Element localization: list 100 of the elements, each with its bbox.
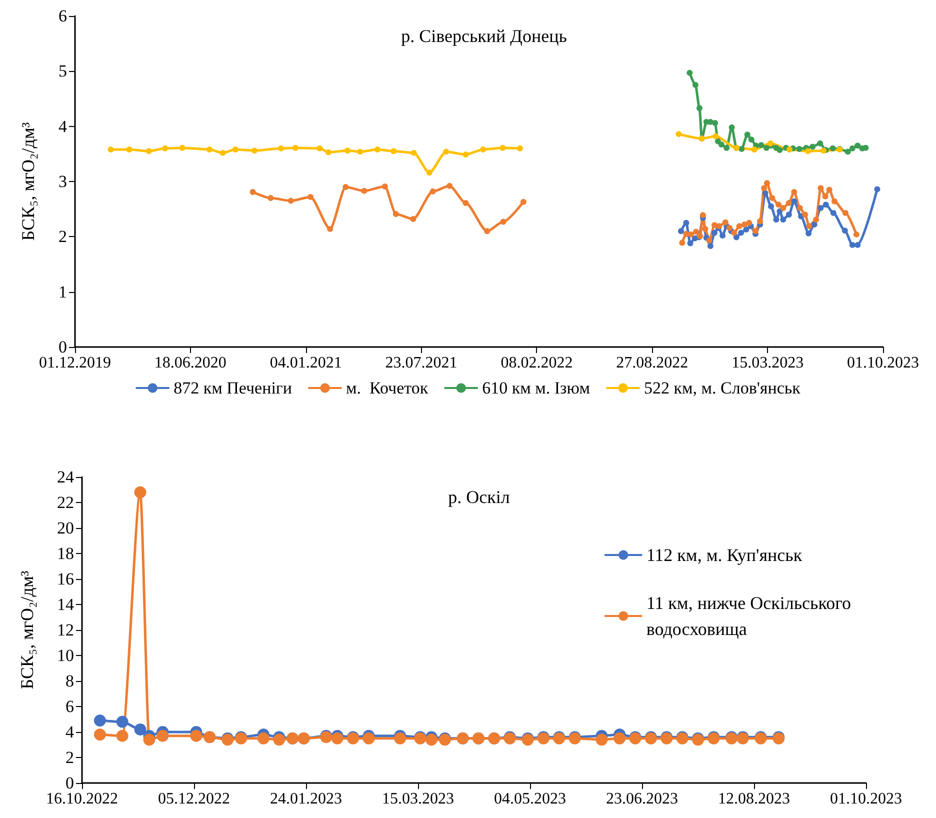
point bbox=[804, 148, 811, 154]
point bbox=[143, 734, 156, 746]
point bbox=[250, 188, 256, 195]
point bbox=[743, 226, 750, 232]
point bbox=[842, 228, 848, 234]
point bbox=[425, 734, 438, 746]
point bbox=[362, 732, 375, 744]
legend-label: м. Кочеток bbox=[346, 378, 429, 398]
point bbox=[854, 242, 861, 248]
point bbox=[830, 145, 836, 152]
legend-label: 11 км, нижче Оскільського водосховища bbox=[646, 593, 852, 639]
point bbox=[252, 148, 258, 154]
point bbox=[688, 231, 694, 238]
y-tick-label: 6 bbox=[66, 697, 74, 716]
point bbox=[146, 148, 152, 154]
y-tick-label: 1 bbox=[58, 282, 67, 302]
point bbox=[596, 734, 608, 746]
point bbox=[806, 223, 812, 230]
point bbox=[108, 146, 114, 152]
point bbox=[134, 486, 146, 498]
point bbox=[462, 200, 469, 206]
point bbox=[678, 228, 684, 234]
point bbox=[773, 216, 780, 223]
point bbox=[796, 204, 803, 211]
point bbox=[220, 150, 226, 156]
point bbox=[817, 140, 824, 146]
point bbox=[748, 136, 754, 143]
legend-label: 610 км м. Ізюм bbox=[482, 378, 590, 398]
point bbox=[316, 145, 323, 152]
point bbox=[791, 198, 798, 204]
point bbox=[757, 218, 764, 224]
point bbox=[687, 240, 694, 246]
point bbox=[826, 186, 832, 193]
point bbox=[764, 180, 770, 186]
point bbox=[853, 231, 860, 238]
point bbox=[731, 230, 738, 236]
point bbox=[780, 216, 786, 223]
point bbox=[446, 182, 453, 189]
point bbox=[796, 146, 802, 152]
point bbox=[344, 148, 350, 154]
point bbox=[780, 204, 786, 211]
point bbox=[776, 147, 783, 154]
point bbox=[126, 146, 132, 152]
point bbox=[810, 144, 816, 150]
y-tick-label: 22 bbox=[57, 493, 74, 512]
x-tick-label: 04.01.2021 bbox=[270, 354, 342, 372]
point bbox=[390, 148, 397, 154]
point bbox=[116, 730, 128, 742]
y-tick-label: 20 bbox=[57, 518, 74, 538]
point bbox=[94, 714, 106, 727]
point bbox=[822, 193, 828, 200]
point bbox=[307, 194, 314, 200]
y-tick-label: 2 bbox=[58, 227, 67, 246]
x-tick-label: 01.12.2019 bbox=[39, 354, 111, 372]
point bbox=[791, 188, 798, 195]
point bbox=[813, 216, 820, 223]
point bbox=[357, 148, 364, 155]
point bbox=[806, 230, 812, 236]
x-tick-label: 01.10.2023 bbox=[830, 790, 902, 808]
point bbox=[500, 218, 506, 225]
point bbox=[394, 732, 406, 744]
point bbox=[692, 82, 698, 88]
y-tick-label: 5 bbox=[58, 62, 67, 81]
point bbox=[746, 220, 752, 226]
point bbox=[842, 210, 848, 216]
point bbox=[134, 723, 146, 736]
point bbox=[724, 144, 730, 151]
point bbox=[292, 144, 298, 151]
y-tick-label: 4 bbox=[66, 722, 74, 742]
point bbox=[462, 151, 469, 158]
point bbox=[273, 734, 286, 746]
point bbox=[232, 146, 238, 152]
y-tick-label: 18 bbox=[57, 544, 74, 563]
y-tick-label: 2 bbox=[66, 748, 74, 767]
point bbox=[683, 220, 690, 226]
y-tick-label: 24 bbox=[57, 468, 74, 486]
point bbox=[190, 730, 202, 742]
point bbox=[874, 186, 880, 192]
point bbox=[278, 145, 284, 152]
point bbox=[752, 228, 758, 234]
point bbox=[410, 150, 417, 156]
x-tick-label: 01.10.2023 bbox=[847, 354, 919, 372]
text: р. Оскіл bbox=[448, 487, 510, 507]
point bbox=[720, 232, 726, 239]
point bbox=[854, 142, 861, 149]
point bbox=[751, 146, 758, 152]
point bbox=[430, 188, 436, 194]
point bbox=[744, 132, 750, 138]
point bbox=[811, 222, 818, 228]
point bbox=[426, 170, 432, 176]
point bbox=[776, 202, 782, 208]
x-tick-label: 16.10.2022 bbox=[46, 790, 118, 808]
y-tick-label: 0 bbox=[66, 774, 74, 792]
point bbox=[686, 70, 693, 76]
x-tick-label: 15.03.2023 bbox=[382, 790, 454, 808]
x-tick-label: 08.02.2022 bbox=[500, 354, 573, 372]
point bbox=[844, 148, 851, 155]
point bbox=[736, 223, 742, 230]
point bbox=[156, 730, 169, 742]
point bbox=[763, 144, 770, 151]
